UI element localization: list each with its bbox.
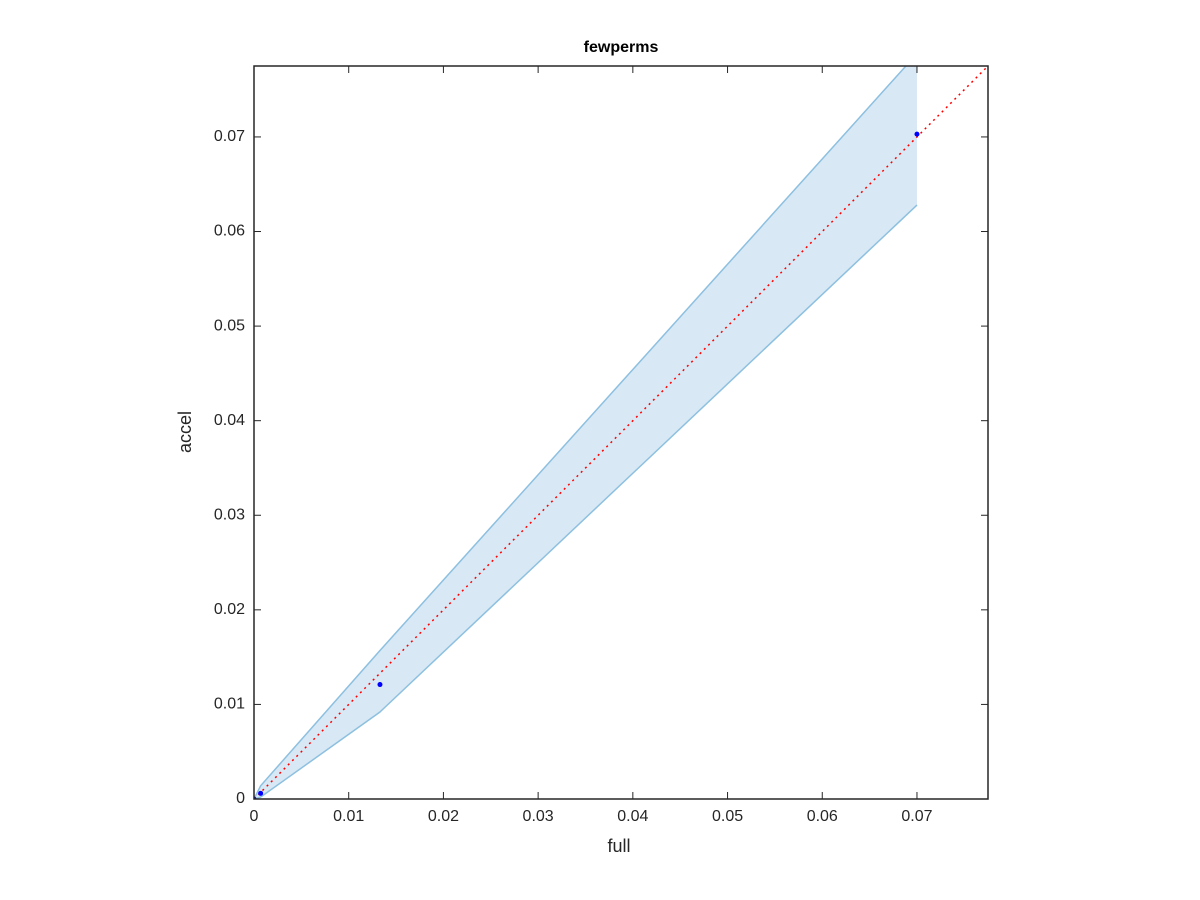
point	[258, 790, 264, 796]
y-tick-label: 0.01	[214, 696, 245, 713]
chart-title: fewperms	[584, 39, 659, 56]
x-axis-label: full	[607, 836, 630, 856]
y-axis-label: accel	[175, 411, 195, 453]
confidence-band	[254, 66, 917, 799]
y-tick-label: 0.03	[214, 506, 245, 523]
y-tick-label: 0.04	[214, 412, 245, 429]
x-tick-label: 0.04	[617, 808, 648, 825]
y-tick-label: 0.06	[214, 223, 245, 240]
y-tick-label: 0.05	[214, 317, 245, 334]
x-tick-label: 0	[250, 808, 259, 825]
y-tick-label: 0	[236, 790, 245, 807]
band-upper-edge	[254, 66, 907, 799]
x-tick-label: 0.01	[333, 808, 364, 825]
x-tick-label: 0.02	[428, 808, 459, 825]
x-tick-label: 0.06	[807, 808, 838, 825]
axes-box	[253, 65, 989, 800]
point	[914, 131, 920, 137]
x-tick-label: 0.05	[712, 808, 743, 825]
band-lower-edge	[254, 204, 918, 799]
y-tick-label: 0.07	[214, 128, 245, 145]
plot-area	[254, 66, 988, 799]
x-tick-label: 0.03	[523, 808, 554, 825]
y-tick-label: 0.02	[214, 601, 245, 618]
point	[377, 682, 383, 688]
x-tick-label: 0.07	[901, 808, 932, 825]
identity-line	[254, 66, 988, 799]
